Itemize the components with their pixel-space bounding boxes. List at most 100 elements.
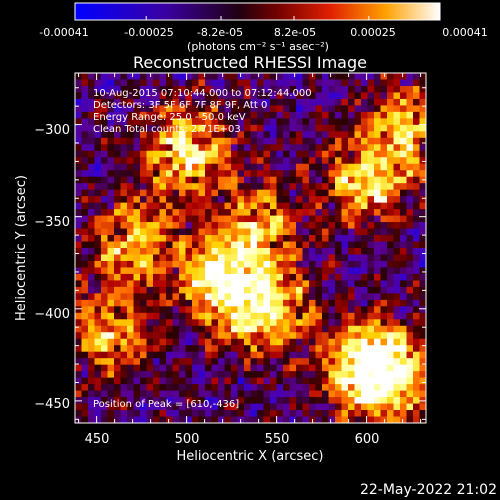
heatmap-cell — [419, 390, 427, 398]
heatmap-cell — [166, 222, 173, 229]
heatmap-cell — [218, 403, 225, 411]
heatmap-cell — [101, 189, 108, 197]
heatmap-cell — [114, 410, 121, 417]
heatmap-cell — [322, 390, 329, 398]
heatmap-cell — [270, 319, 277, 327]
heatmap-cell — [354, 85, 362, 93]
heatmap-cell — [153, 312, 160, 320]
heatmap-cell — [133, 364, 141, 372]
heatmap-cell — [283, 319, 290, 327]
heatmap-cell — [192, 131, 199, 139]
heatmap-cell — [335, 358, 342, 366]
heatmap-cell — [296, 377, 303, 385]
heatmap-cell — [296, 364, 303, 372]
heatmap-cell — [276, 364, 284, 372]
heatmap-cell — [172, 273, 180, 281]
heatmap-cell — [400, 410, 407, 417]
heatmap-cell — [348, 286, 355, 294]
heatmap-cell — [387, 228, 394, 236]
heatmap-cell — [367, 157, 375, 165]
heatmap-cell — [270, 338, 277, 346]
heatmap-cell — [114, 332, 121, 340]
heatmap-cell — [185, 241, 193, 249]
heatmap-cell — [380, 358, 388, 366]
heatmap-cell — [302, 410, 310, 417]
heatmap-cell — [283, 332, 290, 340]
heatmap-cell — [211, 189, 219, 197]
heatmap-cell — [237, 403, 245, 411]
heatmap-cell — [192, 371, 199, 379]
heatmap-cell — [166, 131, 173, 139]
heatmap-cell — [172, 332, 180, 340]
heatmap-cell — [140, 111, 147, 119]
heatmap-cell — [361, 235, 368, 242]
heatmap-cell — [127, 118, 134, 126]
heatmap-cell — [146, 306, 154, 314]
heatmap-cell — [159, 416, 167, 424]
heatmap-cell — [75, 299, 82, 307]
heatmap-cell — [413, 144, 420, 152]
heatmap-cell — [419, 416, 427, 424]
heatmap-cell — [374, 228, 381, 236]
heatmap-cell — [120, 124, 128, 132]
heatmap-cell — [367, 312, 375, 320]
heatmap-cell — [101, 364, 108, 372]
heatmap-cell — [81, 163, 89, 171]
heatmap-cell — [361, 351, 368, 359]
heatmap-cell — [341, 176, 349, 184]
heatmap-cell — [133, 280, 141, 288]
heatmap-cell — [315, 209, 323, 216]
heatmap-cell — [270, 241, 277, 249]
heatmap-cell — [341, 364, 349, 372]
heatmap-cell — [166, 338, 173, 346]
heatmap-cell — [302, 286, 310, 294]
heatmap-cell — [406, 319, 414, 327]
heatmap-cell — [192, 319, 199, 327]
heatmap-cell — [341, 410, 349, 417]
heatmap-cell — [250, 163, 258, 171]
heatmap-cell — [237, 150, 245, 158]
heatmap-cell — [114, 384, 121, 391]
heatmap-cell — [270, 364, 277, 372]
heatmap-cell — [328, 371, 336, 379]
heatmap-cell — [296, 228, 303, 236]
heatmap-cell — [335, 299, 342, 307]
heatmap-cell — [419, 85, 427, 93]
heatmap-cell — [81, 131, 89, 139]
heatmap-cell — [237, 183, 245, 191]
heatmap-cell — [101, 202, 108, 210]
heatmap-cell — [315, 157, 323, 165]
heatmap-cell — [361, 248, 368, 255]
heatmap-cell — [94, 416, 102, 424]
heatmap-cell — [263, 286, 271, 294]
heatmap-cell — [302, 312, 310, 320]
heatmap-cell — [374, 248, 381, 255]
heatmap-cell — [263, 416, 271, 424]
heatmap-cell — [250, 410, 258, 417]
heatmap-cell — [140, 390, 147, 398]
heatmap-cell — [81, 306, 89, 314]
heatmap-cell — [88, 150, 95, 158]
heatmap-cell — [198, 416, 206, 424]
heatmap-cell — [406, 170, 414, 178]
heatmap-cell — [94, 111, 102, 119]
heatmap-cell — [244, 150, 251, 158]
heatmap-cell — [81, 312, 89, 320]
heatmap-cell — [328, 358, 336, 366]
heatmap-cell — [224, 79, 232, 87]
heatmap-cell — [114, 222, 121, 229]
heatmap-cell — [393, 111, 401, 119]
heatmap-cell — [127, 111, 134, 119]
heatmap-cell — [328, 73, 336, 80]
heatmap-cell — [153, 371, 160, 379]
heatmap-cell — [341, 183, 349, 191]
heatmap-cell — [166, 85, 173, 93]
heatmap-cell — [179, 280, 186, 288]
heatmap-cell — [179, 150, 186, 158]
heatmap-cell — [94, 124, 102, 132]
heatmap-cell — [146, 92, 154, 100]
heatmap-cell — [328, 131, 336, 139]
heatmap-cell — [75, 390, 82, 398]
heatmap-cell — [328, 196, 336, 204]
heatmap-cell — [302, 241, 310, 249]
